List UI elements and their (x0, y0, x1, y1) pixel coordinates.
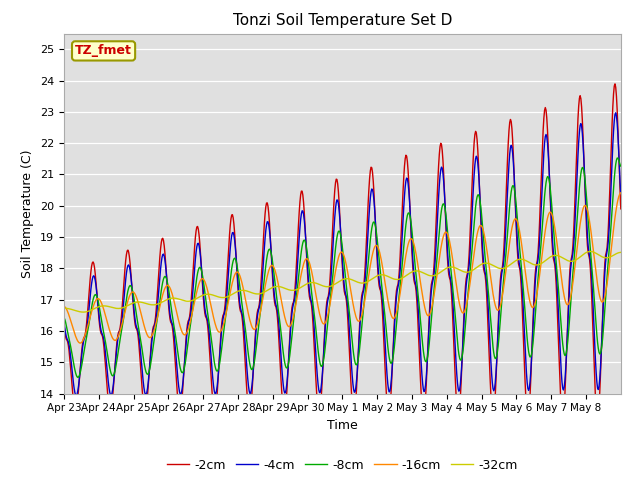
-4cm (256, 301, 264, 307)
-8cm (126, 283, 134, 288)
-32cm (432, 272, 440, 278)
Line: -4cm: -4cm (64, 113, 621, 396)
-2cm (611, 81, 619, 87)
-2cm (617, 206, 625, 212)
-2cm (594, 415, 602, 421)
-8cm (256, 312, 264, 318)
-2cm (228, 212, 236, 218)
-16cm (76, 340, 84, 346)
-2cm (431, 246, 439, 252)
-4cm (432, 250, 440, 255)
Title: Tonzi Soil Temperature Set D: Tonzi Soil Temperature Set D (233, 13, 452, 28)
-16cm (256, 311, 264, 317)
Y-axis label: Soil Temperature (C): Soil Temperature (C) (22, 149, 35, 278)
-4cm (617, 191, 625, 196)
-32cm (256, 291, 264, 297)
-32cm (80, 309, 88, 315)
-8cm (401, 236, 408, 241)
-32cm (126, 301, 134, 307)
-2cm (400, 175, 408, 180)
-16cm (432, 281, 440, 287)
-4cm (612, 110, 620, 116)
-32cm (60, 305, 68, 311)
-4cm (126, 267, 134, 273)
-32cm (277, 284, 285, 290)
-2cm (276, 364, 284, 370)
-32cm (401, 274, 408, 280)
Line: -32cm: -32cm (64, 252, 621, 312)
-4cm (228, 230, 236, 236)
-32cm (617, 250, 625, 255)
-2cm (60, 322, 68, 328)
X-axis label: Time: Time (327, 419, 358, 432)
-8cm (277, 330, 285, 336)
-16cm (277, 296, 285, 302)
Line: -16cm: -16cm (64, 193, 621, 343)
-4cm (72, 393, 80, 398)
-4cm (60, 321, 68, 326)
-8cm (617, 163, 625, 169)
-2cm (125, 253, 133, 259)
-16cm (401, 261, 408, 267)
-2cm (255, 301, 263, 307)
-8cm (74, 374, 82, 380)
-32cm (228, 291, 236, 297)
Text: TZ_fmet: TZ_fmet (75, 44, 132, 58)
-16cm (617, 190, 625, 196)
Legend: -2cm, -4cm, -8cm, -16cm, -32cm: -2cm, -4cm, -8cm, -16cm, -32cm (162, 454, 523, 477)
-4cm (277, 354, 285, 360)
Line: -8cm: -8cm (64, 158, 621, 377)
-8cm (432, 270, 440, 276)
-8cm (60, 315, 68, 321)
-4cm (401, 193, 408, 199)
-32cm (586, 249, 594, 254)
-16cm (60, 303, 68, 309)
Line: -2cm: -2cm (64, 84, 621, 418)
-16cm (126, 292, 134, 298)
-8cm (614, 155, 621, 161)
-16cm (228, 279, 236, 285)
-8cm (228, 262, 236, 267)
